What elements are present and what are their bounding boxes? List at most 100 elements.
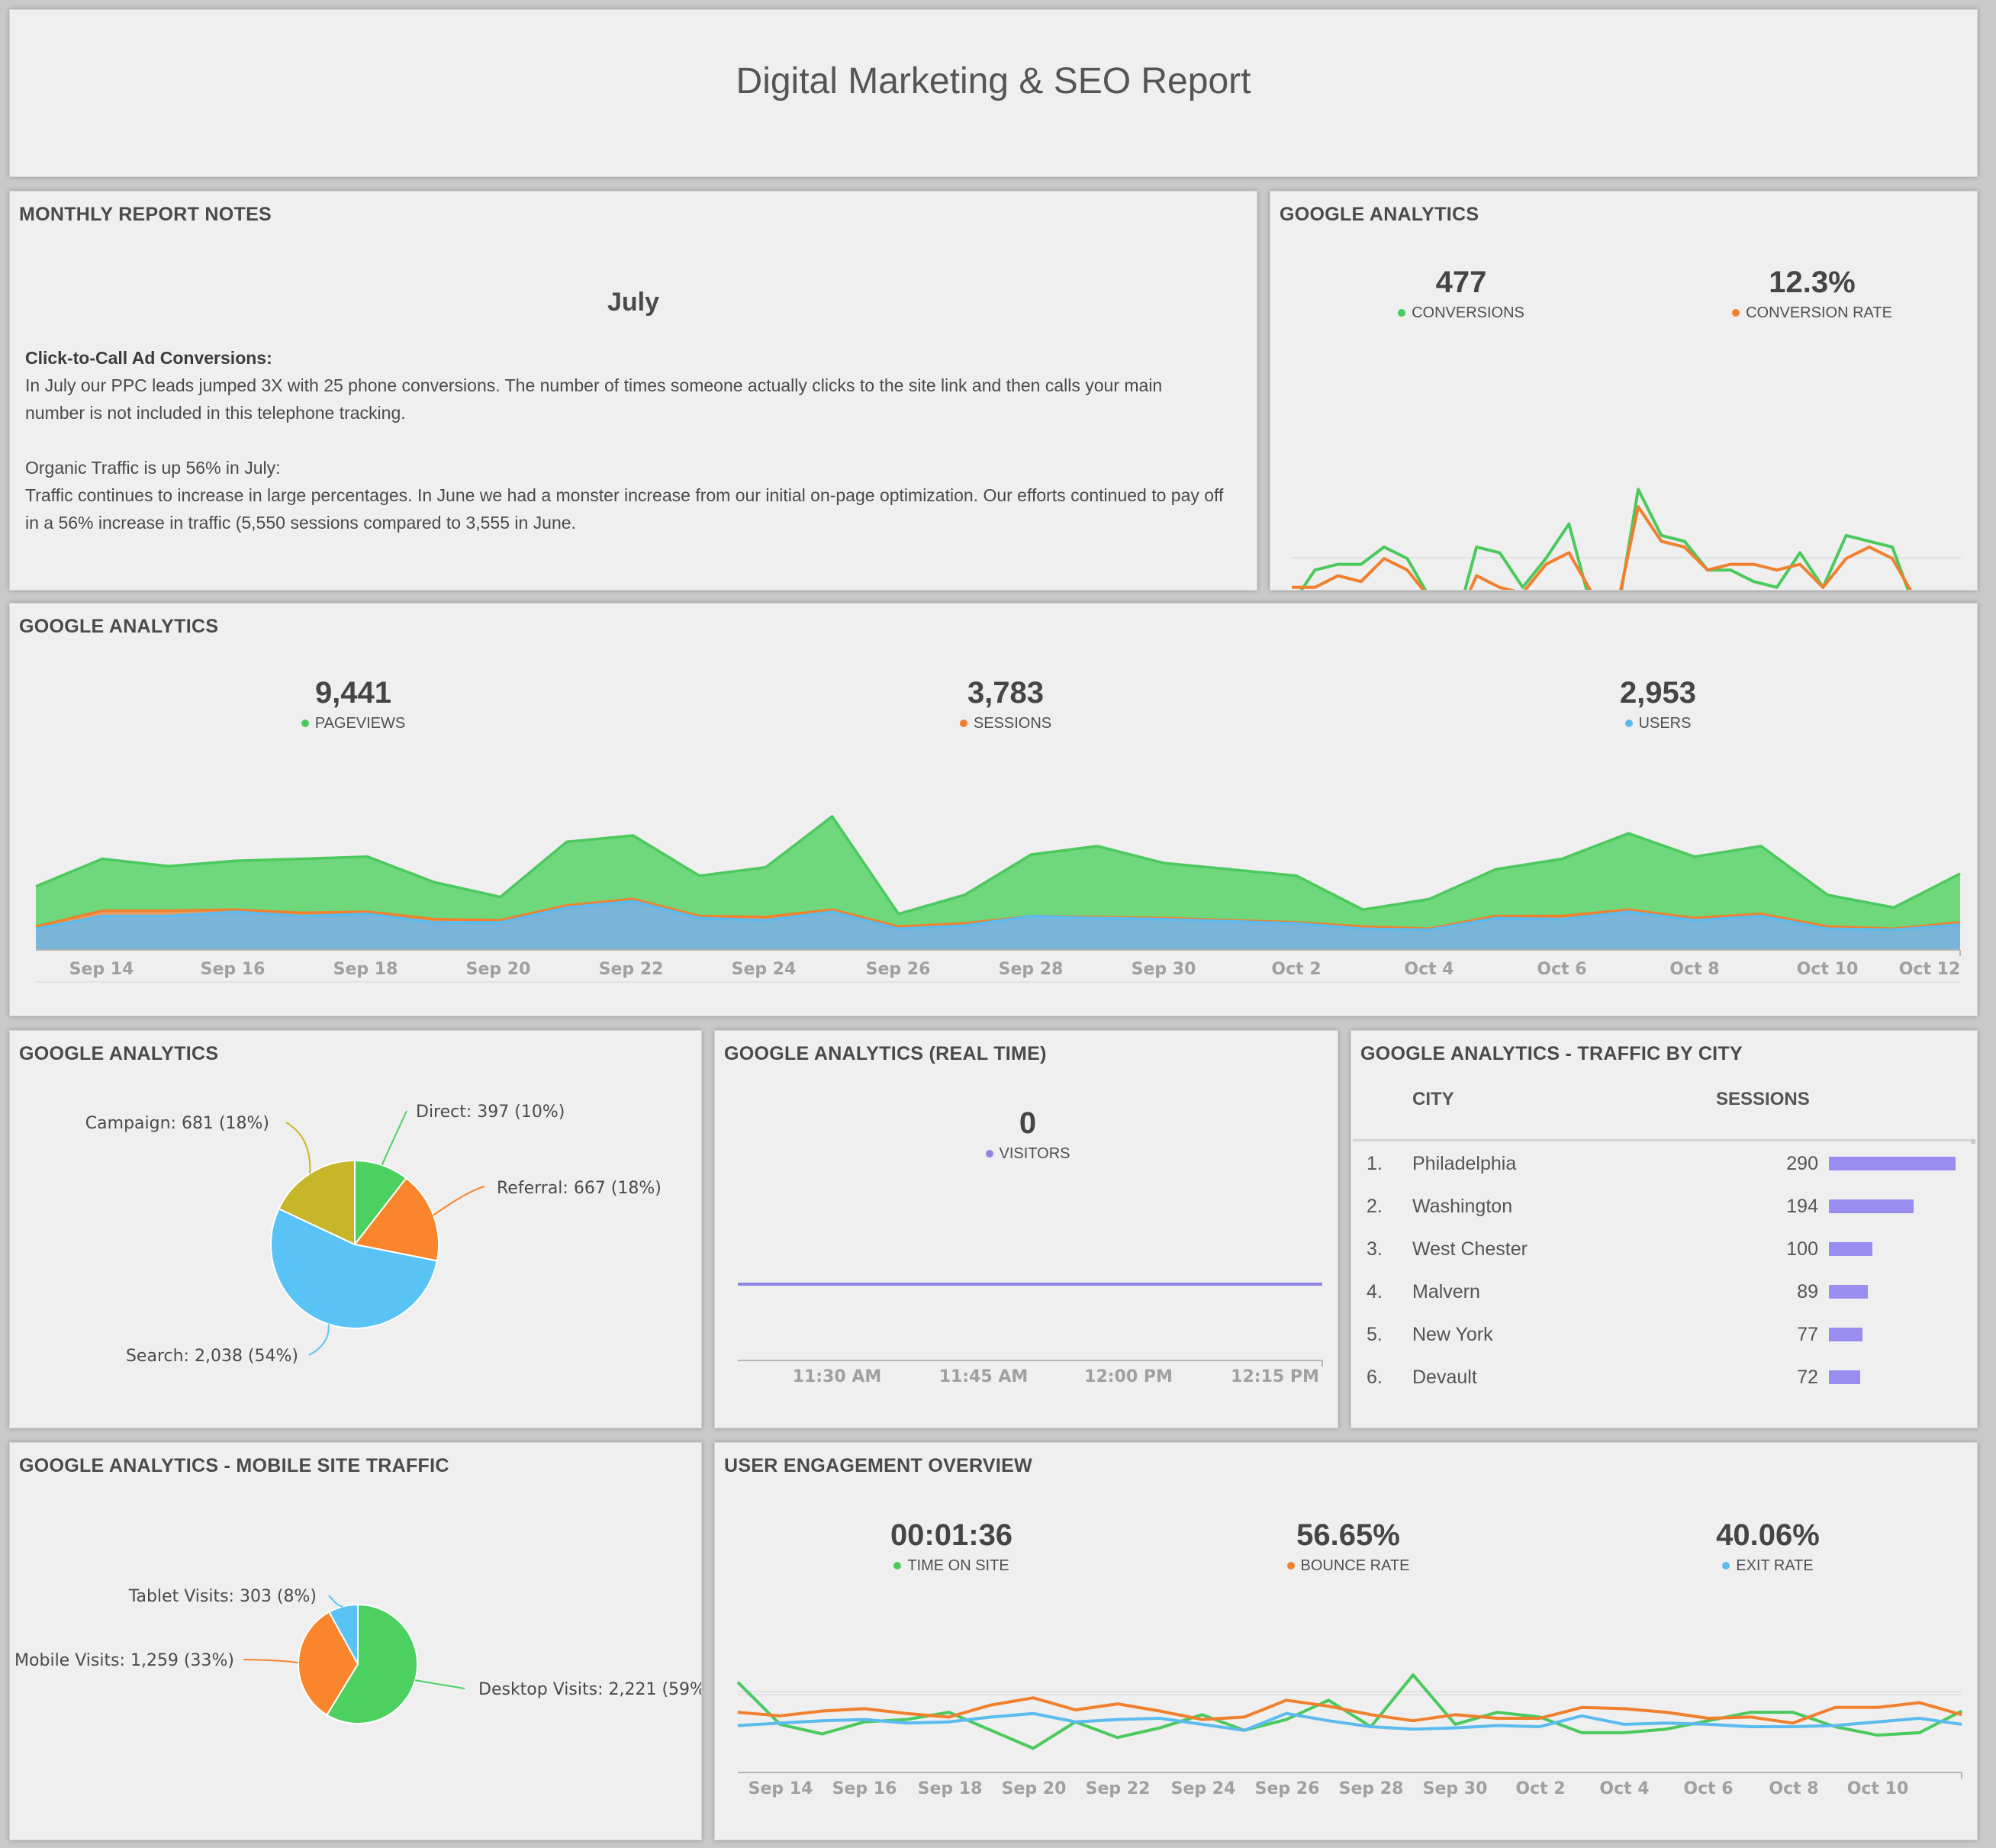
traffic-area-chart: Sep 14 Sep 16 Sep 18 Sep 20 Sep 22 Sep 24 Sep … (35, 815, 1961, 983)
pie-label: Referral: 667 (18%) (497, 1179, 662, 1198)
x-tick-label: Sep 30 (1132, 960, 1196, 979)
pie-label: Mobile Visits: 1,259 (33%) (14, 1651, 234, 1670)
table-row[interactable]: 2. Washington 194 (1351, 1186, 1977, 1229)
pie-connector (433, 1186, 485, 1216)
x-tick-label: Oct 8 (1769, 1779, 1818, 1798)
city-table-body[interactable]: 1. Philadelphia 290 2. Washington 194 3.… (1351, 1144, 1977, 1385)
row-rank: 6. (1367, 1367, 1383, 1385)
x-tick-label: Sep 28 (1339, 1779, 1404, 1798)
x-tick-label: Oct 12 (1899, 960, 1961, 979)
row-city: New York (1412, 1324, 1493, 1345)
x-tick-label: Sep 28 (999, 960, 1064, 979)
x-tick-label: Oct 6 (1537, 960, 1586, 979)
metric-users: 2,953 USERS (1544, 675, 1772, 732)
table-row[interactable]: 3. West Chester 100 (1351, 1229, 1977, 1272)
column-header-sessions: SESSIONS (1716, 1089, 1810, 1109)
notes-month: July (607, 288, 660, 317)
table-header-divider (1353, 1139, 1975, 1141)
pie-slice-direct (354, 1159, 407, 1247)
x-tick-label: 11:45 AM (939, 1367, 1029, 1386)
metric-value: 0 (1019, 1106, 1037, 1140)
legend-dot (893, 1562, 902, 1570)
x-tick-label: Sep 20 (466, 960, 531, 979)
realtime-line-chart: 11:30 AM 11:45 AM 12:00 PM 12:15 PM (738, 1283, 1323, 1386)
pie-slice-campaign (278, 1159, 356, 1246)
series-line-bounce-rate (737, 1696, 1962, 1725)
row-rank: 2. (1367, 1196, 1383, 1217)
traffic-sources-pie-chart: Direct: 397 (10%) Referral: 667 (18%) Sear… (85, 1103, 662, 1366)
table-row[interactable]: 1. Philadelphia 290 (1351, 1144, 1977, 1186)
legend-dot (959, 720, 967, 727)
row-rank: 1. (1367, 1153, 1383, 1174)
legend-dot (1286, 1562, 1295, 1570)
row-rank: 4. (1367, 1281, 1383, 1302)
x-tick-label: Sep 14 (748, 1779, 813, 1798)
legend-dot (301, 720, 309, 727)
metric-label: USERS (1638, 715, 1692, 732)
x-tick-label: 12:00 PM (1084, 1367, 1173, 1386)
metric-bounce-rate: 56.65% BOUNCE RATE (1234, 1518, 1463, 1575)
row-sessions: 77 (1797, 1324, 1818, 1345)
x-tick-label: Sep 24 (1171, 1779, 1236, 1798)
notes-heading-1: Click-to-Call Ad Conversions: (25, 348, 272, 368)
pie-label: Direct: 397 (10%) (416, 1103, 565, 1122)
scrollbar[interactable] (1971, 1139, 1975, 1144)
table-row[interactable]: 5. New York 77 (1351, 1315, 1977, 1357)
metric-label: SESSIONS (973, 715, 1052, 732)
pie-label: Tablet Visits: 303 (8%) (128, 1587, 317, 1606)
metric-time-on-site: 00:01:36 TIME ON SITE (837, 1518, 1066, 1575)
panel-title: GOOGLE ANALYTICS (19, 616, 219, 637)
row-sessions: 100 (1786, 1238, 1818, 1260)
x-tick-label: Sep 22 (1086, 1779, 1151, 1798)
x-tick-label: Oct 2 (1271, 960, 1321, 979)
metric-label: PAGEVIEWS (314, 715, 406, 732)
row-city: Devault (1412, 1367, 1477, 1385)
legend-dot (1732, 309, 1740, 317)
sessions-bar (1829, 1285, 1868, 1299)
realtime-panel: GOOGLE ANALYTICS (REAL TIME) 0 VISITORS … (714, 1030, 1338, 1428)
legend-dot (1722, 1562, 1730, 1570)
pie-connector (308, 1324, 330, 1356)
pie-label: Campaign: 681 (18%) (85, 1114, 269, 1133)
row-city: West Chester (1412, 1238, 1528, 1260)
panel-title: GOOGLE ANALYTICS - MOBILE SITE TRAFFIC (19, 1455, 449, 1476)
row-city: Philadelphia (1412, 1153, 1517, 1174)
x-tick-label: 12:15 PM (1231, 1367, 1319, 1386)
city-panel: GOOGLE ANALYTICS - TRAFFIC BY CITY CITY … (1351, 1030, 1978, 1428)
row-sessions: 194 (1786, 1196, 1818, 1217)
x-tick-label: Sep 20 (1002, 1779, 1067, 1798)
report-title: Digital Marketing & SEO Report (736, 61, 1251, 101)
mobile-traffic-pie-chart: Desktop Visits: 2,221 (59%) Mobile Visits… (14, 1587, 701, 1724)
x-tick-label: Oct 10 (1797, 960, 1859, 979)
notes-paragraph-2: Traffic continues to increase in large p… (25, 485, 1224, 533)
table-row[interactable]: 6. Devault 72 (1351, 1357, 1977, 1385)
metric-label: TIME ON SITE (907, 1557, 1009, 1574)
x-tick-label: Oct 6 (1683, 1779, 1733, 1798)
series-area-users (36, 901, 1960, 950)
table-row[interactable]: 4. Malvern 89 (1351, 1272, 1977, 1315)
metric-visitors: 0 VISITORS (913, 1106, 1142, 1163)
x-tick-label: Sep 18 (918, 1779, 983, 1798)
x-tick-label: Oct 4 (1404, 960, 1454, 979)
metric-value: 12.3% (1769, 266, 1856, 299)
metric-value: 3,783 (967, 676, 1045, 710)
legend-dot (1624, 720, 1633, 727)
pie-connector (243, 1659, 299, 1664)
pie-connector (285, 1122, 311, 1174)
metric-value: 2,953 (1619, 676, 1697, 710)
row-city: Malvern (1412, 1281, 1480, 1302)
x-tick-label: Sep 30 (1423, 1779, 1488, 1798)
metric-value: 56.65% (1296, 1518, 1400, 1552)
panel-title: USER ENGAGEMENT OVERVIEW (724, 1455, 1033, 1476)
notes-panel: MONTHLY REPORT NOTES July Click-to-Call … (9, 191, 1257, 591)
metric-value: 40.06% (1716, 1518, 1820, 1552)
engagement-panel: USER ENGAGEMENT OVERVIEW 00:01:36 TIME O… (714, 1442, 1978, 1840)
x-tick-label: 11:30 AM (793, 1367, 882, 1386)
engagement-line-chart: Sep 14 Sep 16 Sep 18 Sep 20 Sep 22 Sep 24 Sep … (736, 1673, 1962, 1798)
series-line-exit-rate (737, 1711, 1962, 1732)
row-sessions: 89 (1797, 1281, 1818, 1302)
metric-label: VISITORS (999, 1145, 1070, 1162)
metric-conversions: 477 CONVERSIONS (1362, 265, 1560, 322)
column-header-city: CITY (1412, 1089, 1454, 1109)
x-tick-label: Oct 8 (1669, 960, 1719, 979)
